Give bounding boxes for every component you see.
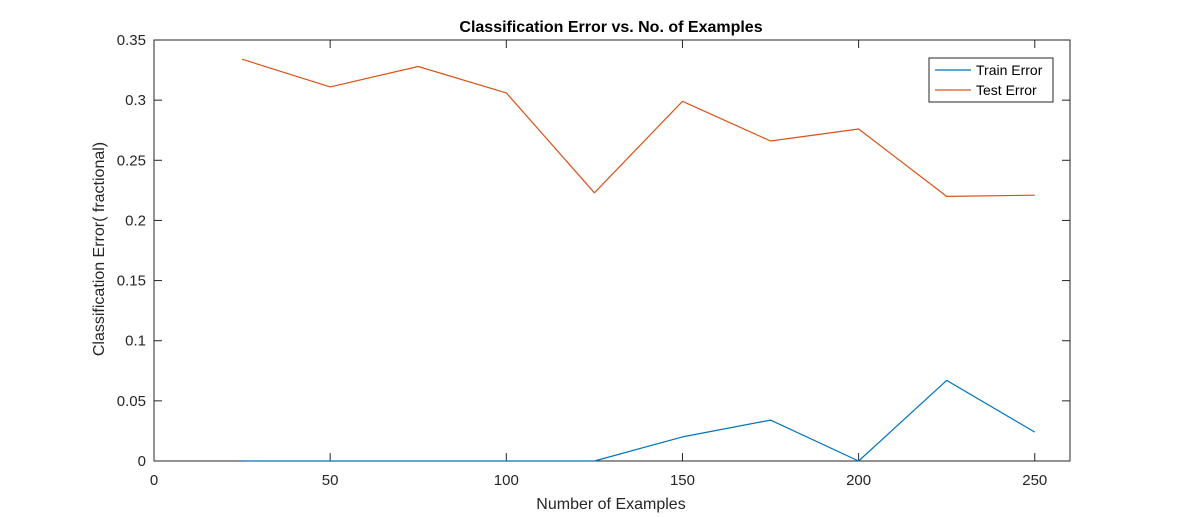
legend: Train Error Test Error	[928, 57, 1054, 103]
x-tick-label: 0	[150, 472, 158, 489]
chart-title: Classification Error vs. No. of Examples	[459, 19, 762, 36]
y-tick-label: 0.05	[117, 393, 146, 410]
x-tick-label: 50	[322, 472, 339, 489]
x-axis-label: Number of Examples	[536, 496, 685, 513]
legend-label-test-error: Test Error	[976, 82, 1037, 98]
series-line-train-error	[242, 379, 1036, 462]
y-tick-label: 0.1	[125, 333, 146, 350]
x-tick-label: 150	[670, 472, 695, 489]
y-tick-label: 0.15	[117, 273, 146, 290]
legend-box	[928, 57, 1054, 103]
plot-area	[153, 39, 1071, 462]
y-tick-label: 0.3	[125, 92, 146, 109]
y-tick-label: 0	[138, 453, 146, 470]
x-tick-label: 200	[846, 472, 871, 489]
x-tick-label: 250	[1022, 472, 1047, 489]
y-tick-label: 0.2	[125, 212, 146, 229]
y-axis-ticks: 0 0.05 0.1 0.15 0.2 0.25 0.3 0.35	[117, 32, 1070, 470]
legend-label-train-error: Train Error	[976, 62, 1043, 78]
y-tick-label: 0.35	[117, 32, 146, 49]
x-axis-ticks: 0 50 100 150 200 250	[150, 40, 1047, 489]
series-line-test-error	[241, 58, 1035, 197]
axes-box	[153, 39, 1071, 462]
y-axis-label: Classification Error( fractional)	[91, 142, 108, 356]
y-tick-label: 0.25	[117, 152, 146, 169]
series-layer	[241, 58, 1036, 462]
x-tick-label: 100	[494, 472, 519, 489]
